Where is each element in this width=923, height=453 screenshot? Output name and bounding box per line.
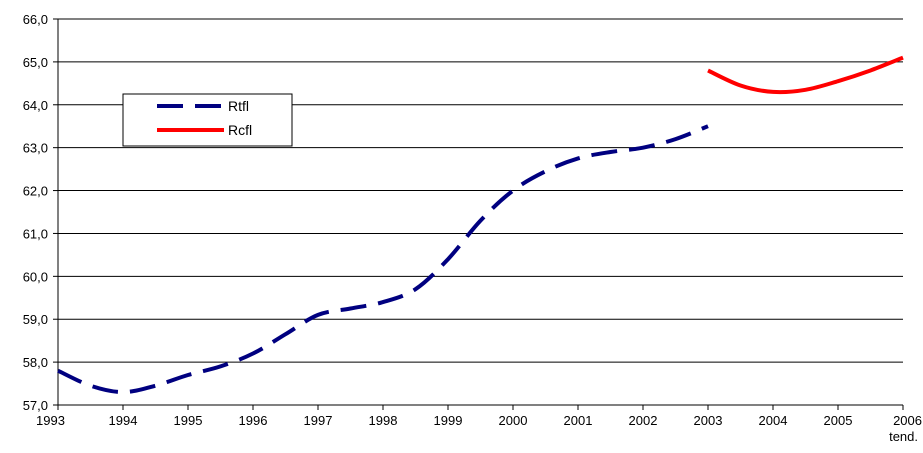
y-tick-label: 66,0 bbox=[23, 12, 48, 27]
tick-labels: 57,0 58,0 59,0 60,0 61,0 62,0 63,0 64,0 65,0 66,0… bbox=[23, 12, 922, 444]
series-lines bbox=[57, 55, 904, 395]
x-tick-label: 2004 bbox=[759, 413, 788, 428]
legend-label-rcfl: Rcfl bbox=[228, 122, 252, 138]
axes bbox=[53, 18, 904, 410]
y-tick-label: 59,0 bbox=[23, 312, 48, 327]
gridlines bbox=[58, 18, 903, 363]
x-tick-label: 1997 bbox=[304, 413, 333, 428]
y-tick-label: 57,0 bbox=[23, 398, 48, 413]
x-tick-label: 1999 bbox=[434, 413, 463, 428]
x-tick-label: 2000 bbox=[499, 413, 528, 428]
x-tick-label: 1994 bbox=[109, 413, 138, 428]
x-tick-label: 1998 bbox=[369, 413, 398, 428]
x-tick-label: 2005 bbox=[824, 413, 853, 428]
y-tick-label: 62,0 bbox=[23, 184, 48, 199]
y-tick-label: 61,0 bbox=[23, 226, 48, 241]
y-tick-label: 63,0 bbox=[23, 141, 48, 156]
x-tick-label: 2003 bbox=[694, 413, 723, 428]
y-tick-label: 64,0 bbox=[23, 98, 48, 113]
x-tick-label: 2002 bbox=[629, 413, 658, 428]
legend-label-rtfl: Rtfl bbox=[228, 98, 249, 114]
x-tick-label: 2001 bbox=[564, 413, 593, 428]
legend-box bbox=[122, 93, 293, 147]
series-line-rtfl bbox=[57, 124, 709, 395]
legend: Rtfl Rcfl bbox=[122, 93, 293, 147]
series-line-rcfl bbox=[707, 55, 904, 95]
y-tick-label: 58,0 bbox=[23, 355, 48, 370]
x-tick-suffix: tend. bbox=[889, 429, 918, 444]
x-tick-label: 2006 bbox=[893, 413, 922, 428]
y-tick-label: 60,0 bbox=[23, 269, 48, 284]
y-tick-label: 65,0 bbox=[23, 55, 48, 70]
x-tick-label: 1996 bbox=[239, 413, 268, 428]
x-tick-label: 1995 bbox=[174, 413, 203, 428]
x-tick-label: 1993 bbox=[36, 413, 65, 428]
